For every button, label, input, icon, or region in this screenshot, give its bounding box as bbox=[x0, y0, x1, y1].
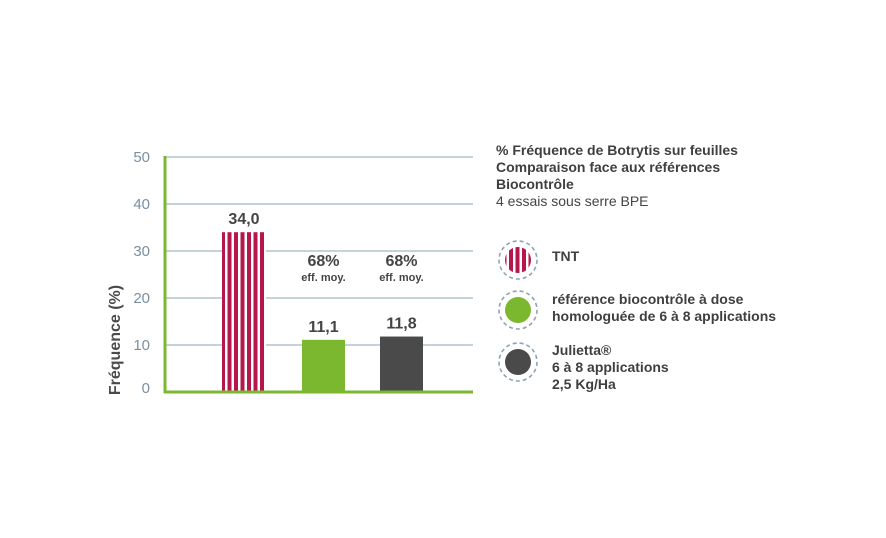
bar-0 bbox=[222, 232, 266, 391]
chart-subtitle: 4 essais sous serre BPE bbox=[496, 193, 649, 209]
legend-label-julietta-2: 6 à 8 applications bbox=[552, 359, 669, 375]
green-circle-icon bbox=[498, 290, 538, 330]
bar-2 bbox=[380, 336, 423, 391]
efficacy-sub-label: eff. moy. bbox=[379, 272, 423, 284]
gridlines bbox=[163, 156, 473, 394]
bar-1 bbox=[302, 339, 345, 391]
chart-title: % Fréquence de Botrytis sur feuilles Com… bbox=[496, 142, 856, 193]
legend-item-reference: référence biocontrôle à dose homologuée … bbox=[496, 288, 776, 332]
bar-value-label: 34,0 bbox=[228, 211, 259, 228]
title-line-2: Comparaison face aux références bbox=[496, 159, 721, 175]
bar-chart: 0 10 20 30 40 50 34,0 11,1 68% eff. moy. 11,8 68% e… bbox=[107, 149, 473, 397]
efficacy-percent-label: 68% bbox=[385, 253, 417, 270]
dark-circle-icon bbox=[498, 342, 538, 382]
y-axis-ticks: 0 10 20 30 40 50 bbox=[133, 149, 150, 397]
efficacy-sub-label: eff. moy. bbox=[301, 272, 345, 284]
tnt-striped-circle-icon bbox=[498, 240, 538, 280]
legend-label-julietta-3: 2,5 Kg/Ha bbox=[552, 376, 616, 392]
title-line-1: % Fréquence de Botrytis sur feuilles bbox=[496, 142, 738, 158]
y-tick-label: 30 bbox=[133, 243, 150, 260]
legend-panel: % Fréquence de Botrytis sur feuilles Com… bbox=[496, 142, 856, 392]
legend-label-tnt: TNT bbox=[552, 248, 580, 264]
y-tick-label: 20 bbox=[133, 290, 150, 307]
legend-label-reference-2: homologuée de 6 à 8 applications bbox=[552, 308, 777, 324]
legend-label-julietta-1: Julietta® bbox=[552, 342, 612, 358]
bar-value-label: 11,1 bbox=[308, 319, 338, 336]
y-axis-label: Fréquence (%) bbox=[107, 285, 124, 395]
y-tick-label: 50 bbox=[133, 149, 150, 166]
title-line-3: Biocontrôle bbox=[496, 176, 574, 192]
y-tick-label: 40 bbox=[133, 196, 150, 213]
legend-item-julietta: Julietta® 6 à 8 applications 2,5 Kg/Ha bbox=[496, 340, 669, 393]
efficacy-percent-label: 68% bbox=[307, 253, 339, 270]
bar-labels: 34,0 11,1 68% eff. moy. 11,8 68% eff. moy. bbox=[228, 211, 423, 336]
legend-item-tnt: TNT bbox=[496, 238, 579, 282]
legend-label-reference-1: référence biocontrôle à dose bbox=[552, 291, 744, 307]
bars bbox=[222, 232, 423, 391]
bar-value-label: 11,8 bbox=[386, 316, 416, 333]
y-tick-label: 10 bbox=[133, 337, 150, 354]
y-tick-label: 0 bbox=[142, 380, 150, 397]
